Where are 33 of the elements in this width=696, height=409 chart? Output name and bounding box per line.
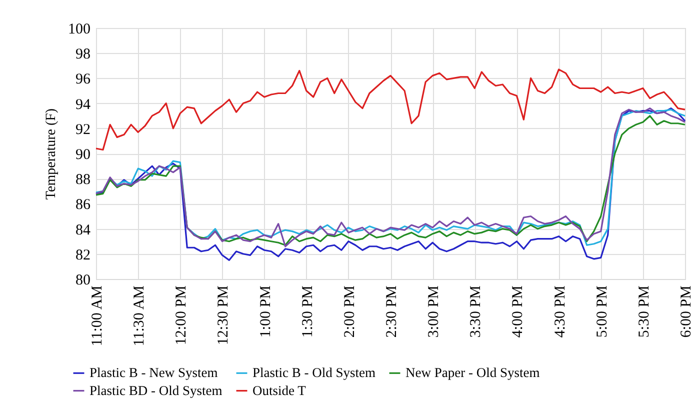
x-tick-label: 3:00 PM: [426, 286, 442, 338]
y-tick-label: 94: [76, 96, 91, 113]
y-tick-label: 100: [68, 22, 90, 38]
y-tick-label: 88: [76, 172, 90, 188]
y-tick-label: 80: [76, 272, 90, 288]
legend-label: Outside T: [252, 382, 307, 398]
x-tick-label: 12:00 PM: [174, 286, 190, 346]
y-tick-label: 98: [76, 46, 90, 63]
legend-label: New Paper - Old System: [406, 365, 540, 380]
x-tick-label: 12:30 PM: [216, 286, 232, 346]
legend-label: Plastic BD - Old System: [90, 382, 223, 398]
x-tick-label: 11:30 AM: [132, 286, 148, 346]
y-tick-label: 96: [76, 72, 91, 88]
x-tick-label: 5:30 PM: [636, 286, 652, 338]
y-tick-label: 84: [76, 222, 91, 238]
x-tick-label: 2:00 PM: [342, 286, 358, 338]
y-tick-label: 86: [76, 197, 91, 214]
x-tick-label: 6:00 PM: [678, 286, 694, 338]
x-tick-label: 3:30 PM: [468, 286, 484, 338]
x-tick-label: 11:00 AM: [90, 286, 106, 346]
x-tick-label: 1:30 PM: [300, 286, 316, 338]
legend-label: Plastic B - Old System: [252, 365, 376, 380]
y-tick-label: 82: [76, 247, 90, 264]
x-tick-label: 4:30 PM: [552, 286, 568, 338]
x-tick-label: 1:00 PM: [258, 286, 274, 338]
y-tick-label: 92: [76, 122, 90, 138]
line-series: [95, 68, 686, 151]
x-tick-label: 4:00 PM: [510, 286, 526, 338]
legend-label: Plastic B - New System: [90, 365, 218, 380]
x-tick-label: 2:30 PM: [384, 286, 400, 338]
x-tick-label: 5:00 PM: [594, 286, 610, 338]
y-axis-title: Temperature (F): [44, 108, 59, 200]
y-tick-label: 90: [76, 147, 90, 163]
